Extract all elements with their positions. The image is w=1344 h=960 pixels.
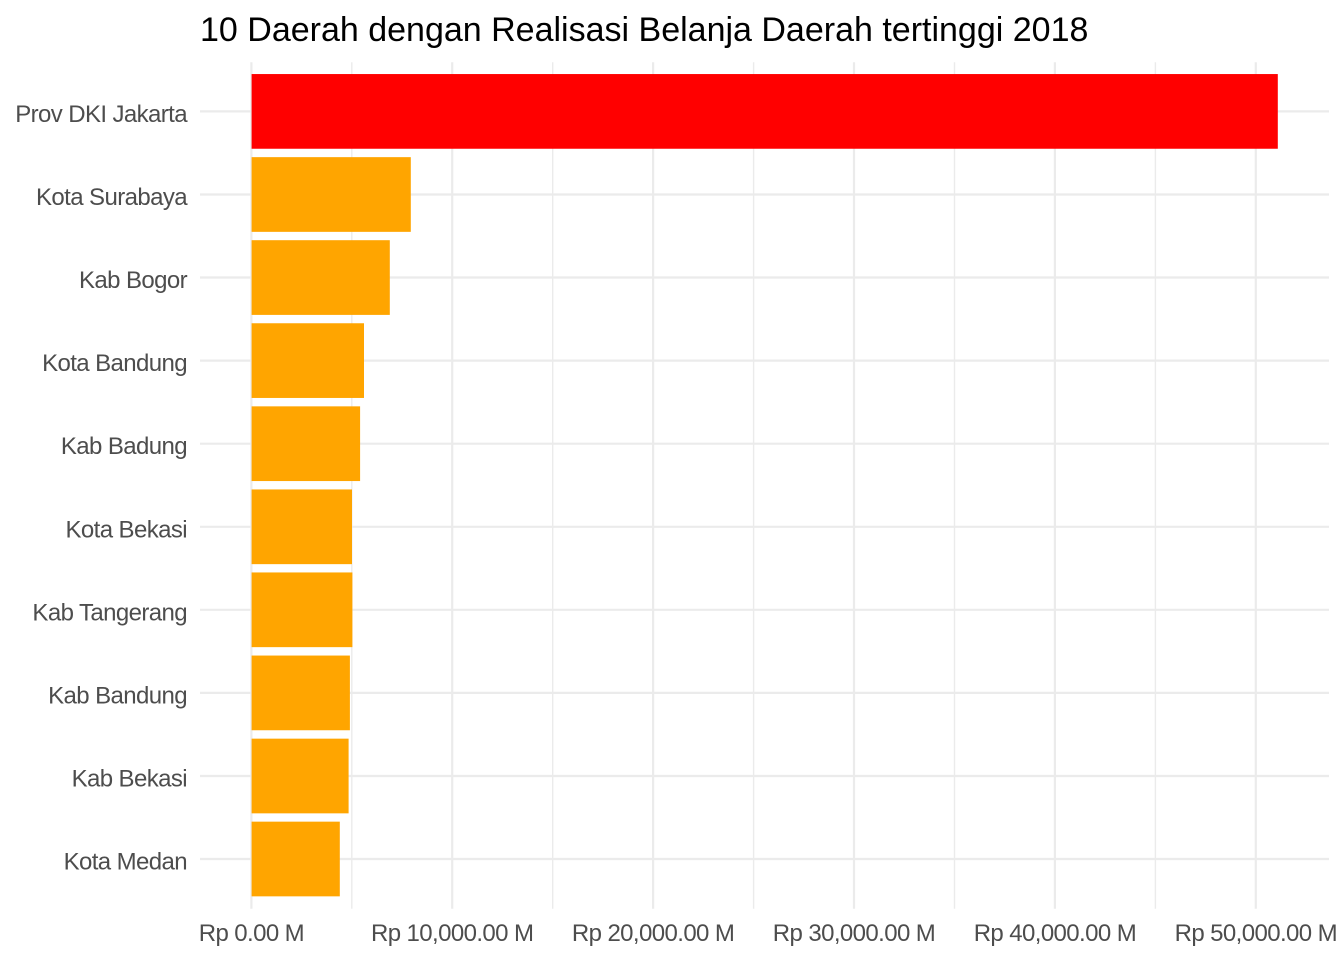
svg-text:Rp 0.00 M: Rp 0.00 M	[199, 920, 304, 947]
svg-text:Rp 40,000.00 M: Rp 40,000.00 M	[974, 920, 1136, 947]
svg-text:Rp 20,000.00 M: Rp 20,000.00 M	[572, 920, 734, 947]
svg-text:Kota Bekasi: Kota Bekasi	[66, 516, 187, 543]
svg-text:Kota Bandung: Kota Bandung	[42, 350, 187, 377]
svg-text:Kab Badung: Kab Badung	[61, 433, 187, 460]
svg-text:10 Daerah dengan Realisasi Bel: 10 Daerah dengan Realisasi Belanja Daera…	[200, 11, 1088, 49]
svg-text:Kab Bekasi: Kab Bekasi	[72, 766, 187, 793]
svg-text:Kab Bogor: Kab Bogor	[79, 267, 188, 294]
svg-text:Kab Bandung: Kab Bandung	[48, 682, 187, 709]
svg-text:Rp 30,000.00 M: Rp 30,000.00 M	[773, 920, 935, 947]
svg-text:Kab Tangerang: Kab Tangerang	[32, 599, 187, 626]
svg-text:Rp 10,000.00 M: Rp 10,000.00 M	[371, 920, 533, 947]
svg-text:Kota Medan: Kota Medan	[64, 849, 187, 876]
svg-text:Rp 50,000.00 M: Rp 50,000.00 M	[1175, 920, 1337, 947]
svg-text:Kota Surabaya: Kota Surabaya	[36, 184, 188, 211]
svg-text:Prov DKI Jakarta: Prov DKI Jakarta	[15, 101, 188, 128]
